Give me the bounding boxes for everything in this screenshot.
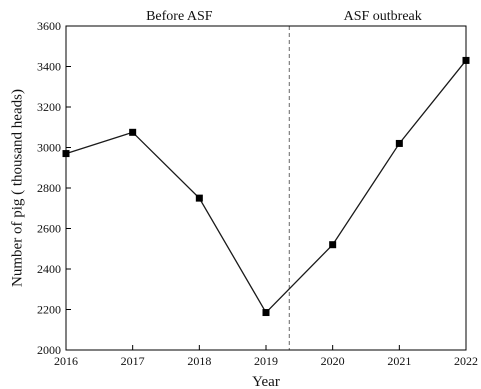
x-tick-label: 2016 (54, 354, 78, 368)
y-tick-label: 3600 (37, 19, 61, 33)
data-point-2018 (195, 194, 203, 202)
x-axis: 2016 2017 2018 2019 2020 2021 2022 (54, 345, 478, 368)
x-tick-label: 2019 (254, 354, 278, 368)
annotations: Before ASF ASF outbreak (146, 9, 422, 24)
y-tick-label: 2400 (37, 262, 61, 276)
y-axis-title: Number of pig ( thousand heads) (9, 89, 25, 287)
y-tick-label: 3200 (37, 100, 61, 114)
data-point-2021 (395, 139, 403, 147)
series-line (65, 60, 467, 314)
y-axis: 2000 2200 2400 2600 2800 3000 3200 3400 3600 (37, 19, 71, 357)
data-point-2017 (129, 128, 137, 136)
x-axis-title: Year (252, 374, 280, 389)
y-tick-label: 2000 (37, 343, 61, 357)
x-tick-label: 2020 (321, 354, 345, 368)
y-tick-label: 2200 (37, 303, 61, 317)
data-markers (62, 56, 470, 317)
annotation-label: ASF outbreak (344, 9, 422, 24)
x-tick-label: 2022 (454, 354, 478, 368)
annotation-label: Before ASF (146, 9, 213, 24)
data-point-2020 (329, 241, 337, 249)
data-point-2019 (262, 309, 270, 317)
plot-frame (65, 25, 467, 351)
y-tick-label: 2600 (37, 222, 61, 236)
x-tick-label: 2017 (121, 354, 145, 368)
x-tick-label: 2021 (387, 354, 411, 368)
x-tick-label: 2018 (187, 354, 211, 368)
y-tick-label: 3000 (37, 141, 61, 155)
y-tick-label: 3400 (37, 60, 61, 74)
y-tick-label: 2800 (37, 181, 61, 195)
